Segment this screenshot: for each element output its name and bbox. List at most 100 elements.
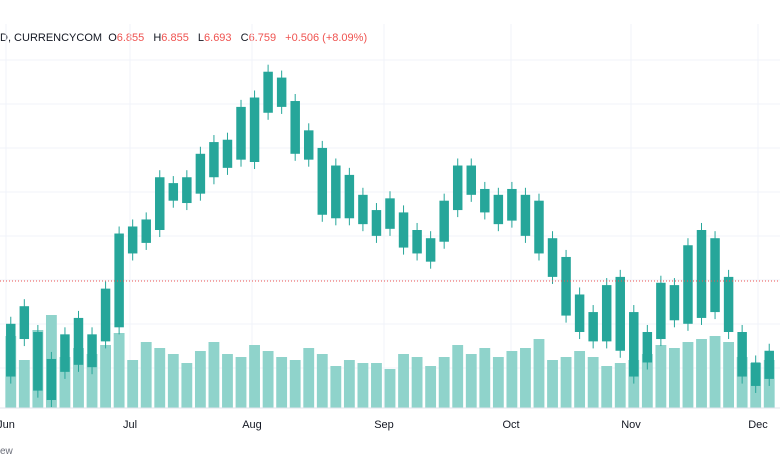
candle-body	[385, 198, 395, 229]
candle-body	[168, 183, 179, 201]
x-axis-ticks: Jun Jul Aug Sep Oct Nov Dec	[0, 419, 768, 431]
open-value: 6.855	[116, 32, 145, 44]
candle-body	[317, 147, 328, 215]
volume-bar	[167, 354, 179, 408]
volume-bar	[655, 345, 667, 408]
volume-bar	[560, 357, 572, 408]
candle-body	[601, 285, 612, 342]
candle-body	[263, 71, 273, 113]
volume-bar	[194, 351, 206, 408]
volume-bar	[371, 363, 382, 408]
candle-body	[710, 238, 720, 313]
volume-bar	[723, 342, 735, 408]
candle-body	[452, 165, 463, 211]
x-tick-label: Aug	[242, 419, 262, 431]
candle-body	[344, 174, 355, 219]
volume-bar	[113, 333, 125, 408]
volume-bar	[520, 348, 531, 408]
candle-body	[141, 219, 151, 243]
candle-body	[669, 285, 680, 321]
volume-bar	[86, 354, 98, 408]
candle-body	[507, 188, 517, 221]
volume-bar	[465, 354, 477, 408]
volume-bar	[601, 366, 613, 408]
candle-body	[19, 306, 30, 340]
volume-bar	[641, 354, 653, 408]
candle-body	[750, 362, 761, 386]
volume-bar	[100, 345, 111, 408]
candle-body	[723, 276, 734, 332]
volume-bar	[235, 357, 247, 408]
close-value: 6.759	[248, 32, 277, 44]
candle-body	[683, 245, 693, 324]
candle-body	[439, 200, 449, 242]
volume-bar	[506, 351, 518, 408]
candle-body	[696, 230, 707, 318]
candle-body	[46, 358, 57, 400]
candle-body	[182, 177, 192, 204]
candle-body	[331, 165, 341, 219]
volume-bar	[682, 342, 694, 408]
volume-bar	[222, 354, 233, 408]
close-label: C	[240, 32, 249, 44]
volume-bar	[330, 366, 342, 408]
x-tick-label: Jul	[123, 419, 137, 431]
x-tick-label: Oct	[502, 419, 519, 431]
low-label: L	[197, 32, 205, 44]
volume-bar	[411, 357, 423, 408]
x-tick-label: Jun	[0, 419, 15, 431]
candle-body	[493, 194, 504, 225]
volume-bar	[628, 360, 640, 408]
candle-body	[87, 334, 97, 368]
volume-bar	[18, 360, 30, 408]
volume-bar	[438, 357, 450, 408]
volume-bar	[262, 351, 274, 408]
volume-bar	[533, 339, 545, 408]
grid	[0, 24, 780, 408]
volume-bar	[73, 348, 84, 408]
volume-bar	[547, 360, 558, 408]
volume-bar	[181, 363, 193, 408]
candle-body	[195, 153, 206, 194]
x-tick-label: Dec	[748, 419, 768, 431]
volume-bar	[479, 348, 491, 408]
symbol-label: D, CURRENCYCOM	[0, 32, 103, 44]
candle-body	[764, 350, 774, 379]
volume-bar	[452, 345, 464, 408]
candle-body	[358, 194, 368, 225]
volume-bar	[425, 366, 437, 408]
low-value: 6.693	[204, 32, 232, 44]
volume-bar	[316, 354, 328, 408]
candle-body	[155, 177, 165, 230]
volume-bar	[614, 363, 626, 408]
volume-bar	[249, 345, 260, 408]
volume-bar	[357, 363, 369, 408]
candle-body	[33, 332, 43, 391]
candle-body	[561, 256, 571, 316]
candle-body	[236, 106, 246, 160]
candle-body	[656, 282, 666, 340]
candle-body	[127, 226, 138, 254]
volume-bar	[398, 354, 409, 408]
candle-body	[629, 312, 639, 377]
candle-body	[737, 332, 747, 377]
footer-text: ew	[0, 446, 13, 457]
candle-body	[642, 332, 653, 363]
high-value: 6.855	[161, 32, 189, 44]
candle-body	[100, 288, 111, 342]
candle-body	[574, 294, 585, 332]
candle-body	[303, 130, 314, 160]
volume-bar	[709, 336, 721, 408]
open-label: O	[108, 32, 117, 44]
change-value: +0.506 (+8.09%)	[285, 32, 368, 44]
candle-body	[209, 142, 219, 178]
candle-body	[520, 194, 531, 236]
chart-frame-top	[0, 0, 780, 24]
volume-bar	[289, 360, 301, 408]
symbol-header: D, CURRENCYCOM O6.855 H6.855 L6.693 C6.7…	[0, 32, 367, 48]
candle-body	[480, 188, 490, 213]
volume-bar	[140, 342, 152, 408]
volume-bar	[127, 360, 139, 408]
x-tick-label: Nov	[621, 419, 641, 431]
